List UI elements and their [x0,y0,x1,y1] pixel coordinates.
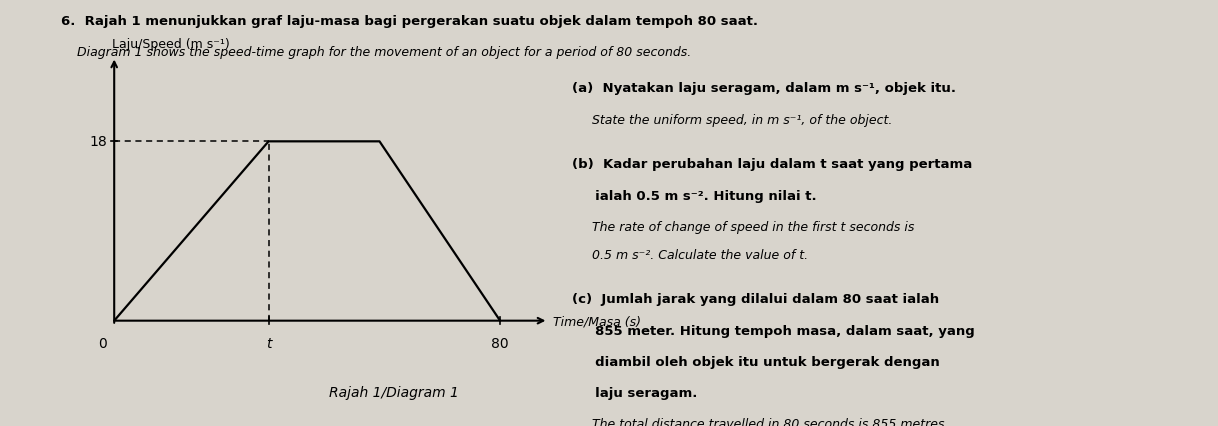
Text: diambil oleh objek itu untuk bergerak dengan: diambil oleh objek itu untuk bergerak de… [572,355,940,368]
Text: Time/Masa (s): Time/Masa (s) [553,314,641,328]
Text: Rajah 1/Diagram 1: Rajah 1/Diagram 1 [329,386,459,400]
Text: The total distance travelled in 80 seconds is 855 metres.: The total distance travelled in 80 secon… [572,417,949,426]
Text: ialah 0.5 m s⁻². Hitung nilai t.: ialah 0.5 m s⁻². Hitung nilai t. [572,189,817,202]
Text: The rate of change of speed in the first t seconds is: The rate of change of speed in the first… [572,220,915,233]
Text: (b)  Kadar perubahan laju dalam t saat yang pertama: (b) Kadar perubahan laju dalam t saat ya… [572,158,973,171]
Text: 0: 0 [99,336,107,350]
Text: (a)  Nyatakan laju seragam, dalam m s⁻¹, objek itu.: (a) Nyatakan laju seragam, dalam m s⁻¹, … [572,82,956,95]
Text: 6.  Rajah 1 menunjukkan graf laju-masa bagi pergerakan suatu objek dalam tempoh : 6. Rajah 1 menunjukkan graf laju-masa ba… [61,15,758,28]
Text: laju seragam.: laju seragam. [572,386,698,399]
Text: State the uniform speed, in m s⁻¹, of the object.: State the uniform speed, in m s⁻¹, of th… [572,113,893,126]
Text: (c)  Jumlah jarak yang dilalui dalam 80 saat ialah: (c) Jumlah jarak yang dilalui dalam 80 s… [572,293,939,305]
Text: Diagram 1 shows the speed-time graph for the movement of an object for a period : Diagram 1 shows the speed-time graph for… [61,46,691,59]
Text: 80: 80 [491,336,509,350]
Text: 855 meter. Hitung tempoh masa, dalam saat, yang: 855 meter. Hitung tempoh masa, dalam saa… [572,324,976,337]
Text: 18: 18 [89,135,107,149]
Text: 0.5 m s⁻². Calculate the value of t.: 0.5 m s⁻². Calculate the value of t. [572,248,809,261]
Text: Laju/Speed (m s⁻¹): Laju/Speed (m s⁻¹) [112,37,229,51]
Text: t: t [266,336,272,350]
